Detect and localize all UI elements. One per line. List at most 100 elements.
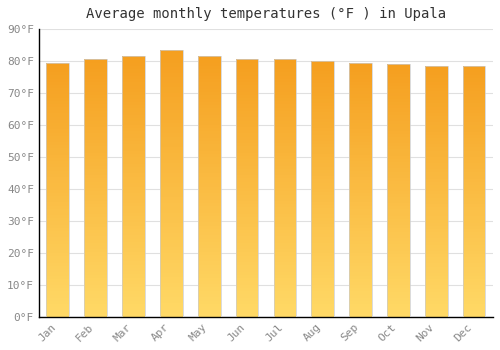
- Bar: [425, 185, 448, 188]
- Bar: [463, 207, 485, 210]
- Bar: [274, 272, 296, 275]
- Bar: [46, 82, 69, 85]
- Bar: [387, 266, 410, 270]
- Bar: [274, 265, 296, 268]
- Bar: [236, 291, 258, 294]
- Bar: [46, 187, 69, 190]
- Bar: [349, 228, 372, 231]
- Bar: [274, 188, 296, 191]
- Bar: [387, 279, 410, 282]
- Bar: [122, 180, 145, 183]
- Bar: [160, 284, 182, 287]
- Bar: [160, 260, 182, 264]
- Bar: [463, 310, 485, 314]
- Bar: [46, 269, 69, 272]
- Bar: [122, 248, 145, 252]
- Bar: [46, 199, 69, 202]
- Bar: [160, 220, 182, 223]
- Bar: [198, 268, 220, 271]
- Bar: [84, 201, 107, 204]
- Bar: [236, 230, 258, 233]
- Bar: [274, 175, 296, 178]
- Bar: [160, 147, 182, 150]
- Bar: [46, 66, 69, 69]
- Bar: [425, 270, 448, 273]
- Bar: [160, 190, 182, 193]
- Bar: [122, 255, 145, 258]
- Bar: [312, 218, 334, 221]
- Bar: [274, 240, 296, 243]
- Bar: [274, 108, 296, 111]
- Bar: [463, 223, 485, 226]
- Bar: [349, 187, 372, 190]
- Bar: [463, 216, 485, 219]
- Bar: [236, 227, 258, 230]
- Bar: [160, 314, 182, 317]
- Bar: [274, 120, 296, 124]
- Bar: [160, 243, 182, 247]
- Bar: [463, 238, 485, 242]
- Bar: [46, 215, 69, 218]
- Bar: [84, 256, 107, 259]
- Bar: [274, 208, 296, 211]
- Bar: [312, 64, 334, 68]
- Bar: [463, 235, 485, 238]
- Bar: [274, 72, 296, 76]
- Bar: [198, 69, 220, 72]
- Bar: [160, 163, 182, 167]
- Bar: [387, 247, 410, 251]
- Bar: [236, 76, 258, 79]
- Bar: [160, 100, 182, 103]
- Bar: [236, 149, 258, 153]
- Bar: [236, 156, 258, 159]
- Bar: [122, 92, 145, 95]
- Bar: [122, 108, 145, 112]
- Bar: [463, 248, 485, 251]
- Bar: [198, 245, 220, 248]
- Bar: [463, 128, 485, 132]
- Bar: [160, 253, 182, 257]
- Bar: [198, 190, 220, 193]
- Bar: [198, 242, 220, 245]
- Bar: [463, 110, 485, 113]
- Bar: [274, 249, 296, 252]
- Bar: [349, 69, 372, 72]
- Bar: [312, 240, 334, 243]
- Bar: [387, 96, 410, 99]
- Bar: [387, 86, 410, 90]
- Bar: [84, 198, 107, 201]
- Bar: [160, 237, 182, 240]
- Bar: [198, 183, 220, 187]
- Bar: [198, 209, 220, 212]
- Bar: [463, 160, 485, 163]
- Bar: [46, 155, 69, 158]
- Bar: [198, 92, 220, 95]
- Bar: [349, 88, 372, 91]
- Bar: [84, 149, 107, 153]
- Bar: [122, 212, 145, 216]
- Bar: [84, 214, 107, 217]
- Bar: [122, 102, 145, 105]
- Bar: [425, 150, 448, 154]
- Bar: [387, 307, 410, 310]
- Bar: [463, 241, 485, 245]
- Bar: [463, 279, 485, 282]
- Bar: [198, 304, 220, 307]
- Bar: [122, 252, 145, 255]
- Bar: [46, 91, 69, 95]
- Bar: [198, 274, 220, 278]
- Bar: [84, 143, 107, 146]
- Bar: [349, 148, 372, 152]
- Bar: [274, 201, 296, 204]
- Bar: [46, 205, 69, 209]
- Bar: [387, 77, 410, 80]
- Bar: [463, 78, 485, 82]
- Bar: [425, 188, 448, 191]
- Bar: [160, 217, 182, 220]
- Bar: [84, 182, 107, 185]
- Bar: [46, 247, 69, 250]
- Bar: [46, 193, 69, 196]
- Bar: [349, 212, 372, 215]
- Bar: [236, 256, 258, 259]
- Bar: [160, 97, 182, 100]
